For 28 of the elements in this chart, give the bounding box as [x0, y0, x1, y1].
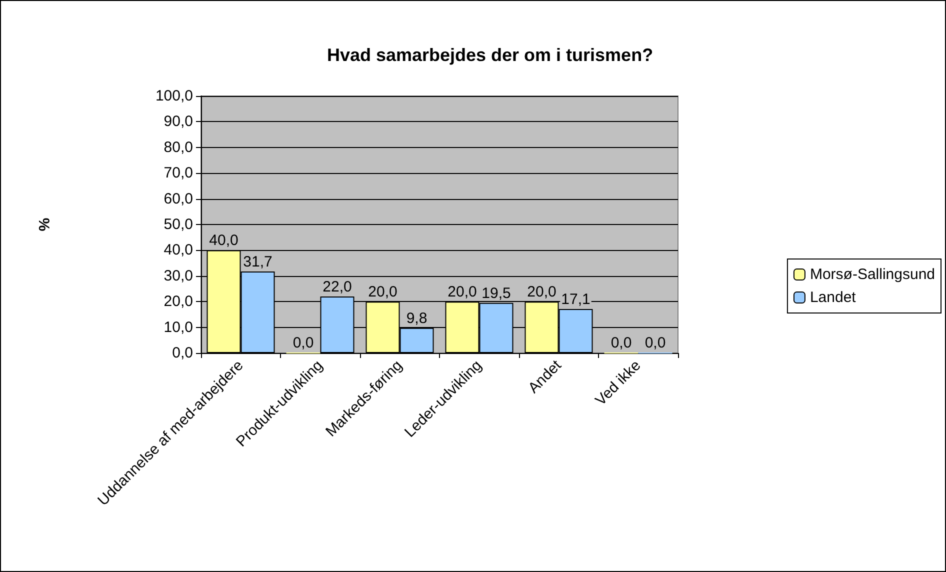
y-tick-label: 10,0 [164, 318, 193, 336]
y-tick-label: 80,0 [164, 138, 193, 156]
data-label: 0,0 [292, 334, 314, 352]
legend-label: Landet [810, 289, 857, 306]
y-axis-title: % [35, 218, 52, 232]
data-label: 20,0 [448, 284, 477, 301]
y-tick-label: 100,0 [155, 88, 193, 104]
chart-title: Hvad samarbejdes der om i turismen? [326, 45, 654, 65]
data-label: 17,1 [561, 291, 590, 308]
data-label: 22,0 [322, 278, 352, 296]
y-tick-label: 20,0 [164, 293, 193, 310]
data-label: 20,0 [368, 284, 398, 301]
data-label: 0,0 [610, 334, 632, 352]
y-tick-label: 50,0 [164, 216, 193, 233]
y-tick-label: 40,0 [164, 242, 193, 259]
y-tick-label: 30,0 [164, 267, 193, 284]
data-label: 0,0 [644, 334, 666, 352]
y-tick-label: 90,0 [164, 113, 193, 130]
y-tick-label: 70,0 [164, 164, 193, 182]
data-label: 31,7 [243, 254, 272, 271]
data-label: 20,0 [527, 284, 556, 301]
data-label: 9,8 [406, 310, 428, 327]
data-label: 40,0 [209, 232, 238, 250]
legend-label: Morsø-Sallingsund [810, 266, 935, 283]
y-tick-label: 0,0 [172, 344, 193, 362]
y-tick-label: 60,0 [164, 190, 193, 208]
x-tick-label: Ved ikke [592, 356, 644, 410]
data-label: 19,5 [482, 284, 511, 302]
